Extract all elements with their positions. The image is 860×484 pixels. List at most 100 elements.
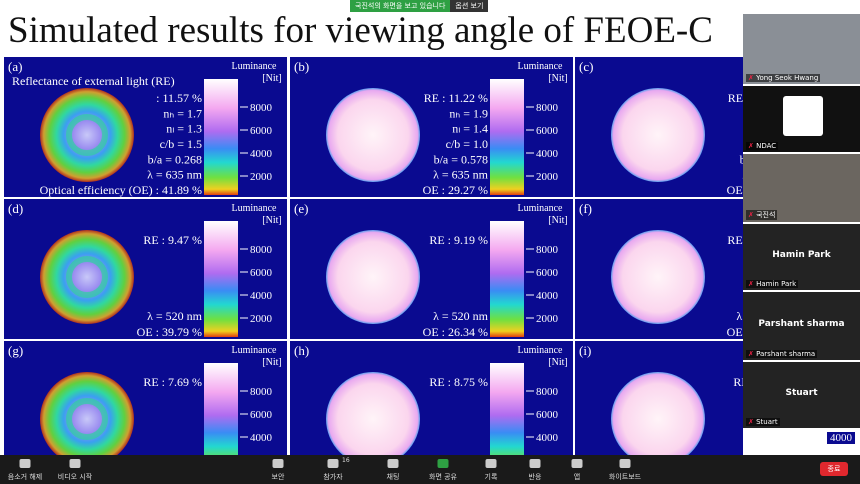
- logo: [783, 96, 823, 136]
- toolbar-icon: [327, 459, 339, 468]
- colorbar-tick: 2000: [250, 171, 273, 183]
- panel-line: OE : 39.79 %: [137, 325, 202, 339]
- colorbar: [204, 221, 238, 337]
- participant-count: 16: [342, 457, 350, 464]
- legend-unit: [Nit]: [262, 73, 281, 84]
- toolbar-button[interactable]: 화이트보드: [608, 473, 642, 481]
- intensity-map: [326, 372, 420, 455]
- legend-title: Luminance: [518, 345, 564, 356]
- panel-line: λ = 520 nm: [147, 309, 203, 323]
- options-button[interactable]: 옵션 보기: [450, 0, 489, 12]
- video-tile: NDAC: [743, 86, 860, 152]
- colorbar-tick: 6000: [250, 409, 273, 421]
- panel-label: (h): [294, 343, 309, 358]
- colorbar-tick: 2000: [250, 313, 273, 325]
- colorbar-tick: 8000: [536, 244, 559, 256]
- colorbar-tick: 4000: [827, 432, 855, 444]
- colorbar-tick: 6000: [536, 409, 559, 421]
- panel-line: nₗ = 1.3: [166, 122, 202, 136]
- intensity-map: [611, 230, 705, 324]
- video-tile: Yong Seok Hwang: [743, 14, 860, 84]
- panel-line: nₗ = 1.4: [452, 122, 488, 136]
- toolbar-button[interactable]: 비디오 시작: [57, 473, 93, 481]
- video-tile: Stuart Stuart: [743, 362, 860, 428]
- toolbar-button[interactable]: 참가자: [323, 473, 343, 481]
- legend-title: Luminance: [232, 61, 278, 72]
- panel-label: (a): [8, 59, 22, 74]
- ring: [66, 398, 108, 440]
- colorbar-tick: 8000: [536, 102, 559, 114]
- panel-label: (f): [579, 201, 592, 216]
- video-tile: Parshant sharma Parshant sharma: [743, 292, 860, 360]
- intensity-map: [40, 372, 134, 455]
- panel-line: c/b = 1.5: [160, 137, 202, 151]
- toolbar-icon: [529, 459, 541, 468]
- colorbar: [204, 363, 238, 455]
- toolbar-icon: [571, 459, 583, 468]
- participant-name: Stuart: [746, 418, 780, 426]
- colorbar-tick: 6000: [250, 125, 273, 137]
- colorbar: [490, 221, 524, 337]
- colorbar-tick: 4000: [536, 290, 559, 302]
- video-tile: Hamin Park Hamin Park: [743, 224, 860, 290]
- intensity-map: [326, 230, 420, 324]
- panel-line: RE : 8.9: [733, 375, 743, 389]
- intensity-map: [326, 88, 420, 182]
- panel-line: : 11.57 %: [156, 91, 202, 105]
- end-button[interactable]: 종료: [820, 462, 848, 476]
- toolbar-icon: [619, 459, 631, 468]
- panel-line: RE : 7.69 %: [143, 375, 202, 389]
- colorbar: [204, 79, 238, 195]
- legend-unit: [Nit]: [262, 215, 281, 226]
- meeting-toolbar: 음소거 해제 비디오 시작 보안 참가자 채팅 화면 공유 기록 반응 앱 화이트보드 16 종료: [0, 455, 860, 484]
- intensity-map: [611, 88, 705, 182]
- toolbar-icon: [437, 459, 449, 468]
- toolbar-button[interactable]: 화면 공유: [429, 473, 457, 481]
- toolbar-button[interactable]: 보안: [271, 473, 285, 481]
- panel-line: RE : 11.4: [728, 91, 743, 105]
- slide-canvas: Simulated results for viewing angle of F…: [4, 10, 743, 455]
- toolbar-button[interactable]: 앱: [573, 473, 581, 481]
- panel-line: nₕ = 1.9: [449, 106, 488, 120]
- slide-title: Simulated results for viewing angle of F…: [8, 10, 713, 51]
- colorbar-tick: 4000: [250, 148, 273, 160]
- colorbar-tick: 4000: [536, 432, 559, 444]
- participant-panel: Yong Seok Hwang NDAC 국진석 Hamin ParkHamin Pa…: [743, 0, 860, 455]
- legend-title: Luminance: [518, 203, 564, 214]
- legend-unit: [Nit]: [262, 357, 281, 368]
- panel-line: OE : 29.27 %: [423, 183, 488, 197]
- toolbar-button[interactable]: 음소거 해제: [7, 473, 43, 481]
- colorbar-tick: 6000: [250, 267, 273, 279]
- legend-unit: [Nit]: [548, 215, 567, 226]
- panel-line: Optical efficiency (OE) : 41.89 %: [40, 183, 202, 197]
- participant-name: NDAC: [746, 142, 779, 150]
- colorbar-tick: 8000: [536, 386, 559, 398]
- panel-line: λ = 635 nm: [433, 168, 489, 182]
- panel-line: c/b = 1.0: [446, 137, 488, 151]
- toolbar-button[interactable]: 기록: [484, 473, 498, 481]
- colorbar-tick: 2000: [536, 171, 559, 183]
- participant-name: Parshant sharma: [746, 350, 818, 358]
- participant-name-large: Parshant sharma: [758, 319, 845, 330]
- toolbar-icon: [485, 459, 497, 468]
- panel-line: RE : 9.47 %: [143, 233, 202, 247]
- intensity-map: [40, 230, 134, 324]
- ring: [66, 114, 108, 156]
- toolbar-button[interactable]: 반응: [528, 473, 542, 481]
- colorbar-tick: 6000: [536, 267, 559, 279]
- panel-label: (i): [579, 343, 591, 358]
- panel-heading: Reflectance of external light (RE): [12, 74, 175, 88]
- panel-line: RE : 11.22 %: [424, 91, 488, 105]
- intensity-map: [611, 372, 705, 455]
- participant-name: 국진석: [746, 210, 778, 220]
- colorbar-tick: 4000: [250, 290, 273, 302]
- panel-line: OE : 32.1: [727, 183, 743, 197]
- toolbar-button[interactable]: 채팅: [386, 473, 400, 481]
- share-banner: 국진석의 화면을 보고 있습니다 옵션 보기: [350, 0, 489, 12]
- toolbar-icon: [19, 459, 31, 468]
- panel-line: OE : 26.34 %: [423, 325, 488, 339]
- panel-line: b/a = 0.268: [148, 152, 202, 166]
- legend-unit: [Nit]: [548, 357, 567, 368]
- video-tile: 국진석: [743, 154, 860, 222]
